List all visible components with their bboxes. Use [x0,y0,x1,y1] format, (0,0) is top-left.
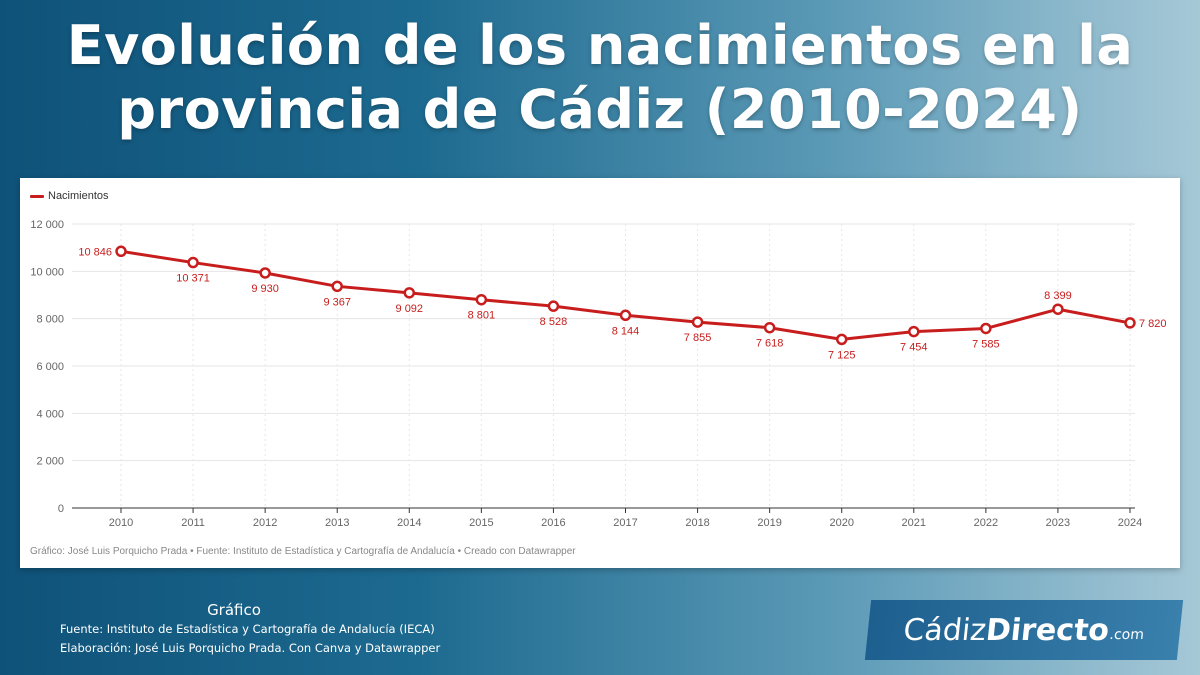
title-line-2: provincia de Cádiz (2010-2024) [117,78,1083,141]
y-tick-label: 12 000 [30,219,64,231]
data-point [980,322,992,335]
page-title: Evolución de los nacimientos en la provi… [0,14,1200,142]
chart-card: Nacimientos 0 2 000 4 000 6 000 8 000 10 000 1… [20,178,1180,568]
y-tick-label: 2 000 [36,456,64,468]
footer-info: Gráfico Fuente: Instituto de Estadística… [60,600,441,658]
y-tick-label: 4 000 [36,408,64,420]
data-point [547,300,560,312]
data-point [187,256,199,269]
data-point [619,309,632,322]
logo-part-directo: Directo [984,612,1111,648]
x-tick-label: 2011 [181,517,205,529]
data-label: 7 585 [972,338,1000,350]
x-tick-label: 2013 [325,517,349,529]
data-point [1124,317,1136,329]
data-point [908,325,920,338]
x-tick-label: 2019 [757,517,781,529]
data-point [259,267,271,279]
data-point [691,316,704,328]
logo-part-com: .com [1108,627,1145,643]
x-tick-label: 2018 [685,517,709,529]
data-label: 8 528 [540,316,568,328]
footer-title: Gráfico [207,601,261,619]
x-tick-label: 2021 [902,517,926,529]
x-tick-label: 2016 [541,517,565,529]
y-tick-label: 10 000 [30,266,64,278]
y-tick-label: 6 000 [36,361,64,373]
logo-part-cadiz: Cádiz [901,612,988,648]
data-label: 10 371 [176,273,210,285]
data-label: 7 618 [756,338,784,350]
data-label: 8 144 [612,325,640,337]
y-tick-label: 8 000 [36,314,64,326]
data-point [835,333,848,346]
data-point [1052,303,1064,315]
data-label: 7 820 [1139,318,1167,330]
x-tick-label: 2010 [109,517,133,529]
legend-label: Nacimientos [48,190,109,202]
x-tick-label: 2012 [253,517,277,529]
chart-legend: Nacimientos [30,190,109,202]
y-tick-label: 0 [58,503,64,515]
x-tick-label: 2022 [974,517,998,529]
legend-swatch [30,194,44,198]
footer-source: Fuente: Instituto de Estadística y Carto… [60,622,435,636]
data-label: 9 367 [323,296,351,308]
data-point [115,245,127,258]
data-point [331,280,343,293]
x-tick-label: 2014 [397,517,421,529]
data-label: 10 846 [78,246,112,258]
data-label: 7 125 [828,349,856,361]
data-label: 7 855 [684,332,712,344]
data-label: 9 092 [396,303,424,315]
x-tick-label: 2020 [829,517,853,529]
x-tick-label: 2024 [1118,517,1142,529]
chart-credit: Gráfico: José Luis Porquicho Prada • Fue… [30,546,576,557]
data-point [763,321,776,334]
title-line-1: Evolución de los nacimientos en la [66,14,1134,77]
data-label: 7 454 [900,342,928,354]
footer-made-by: Elaboración: José Luis Porquicho Prada. … [60,641,441,655]
line-chart: 0 2 000 4 000 6 000 8 000 10 000 12 000 2010 201… [30,219,1167,529]
data-point [403,287,416,299]
data-point [475,293,488,306]
x-tick-label: 2015 [469,517,493,529]
data-label: 8 399 [1044,290,1072,302]
x-tick-label: 2023 [1046,517,1070,529]
x-tick-label: 2017 [613,517,637,529]
data-label: 8 801 [468,310,496,322]
cadiz-directo-logo: Cádiz Directo .com [864,600,1184,660]
data-label: 9 930 [251,283,279,295]
